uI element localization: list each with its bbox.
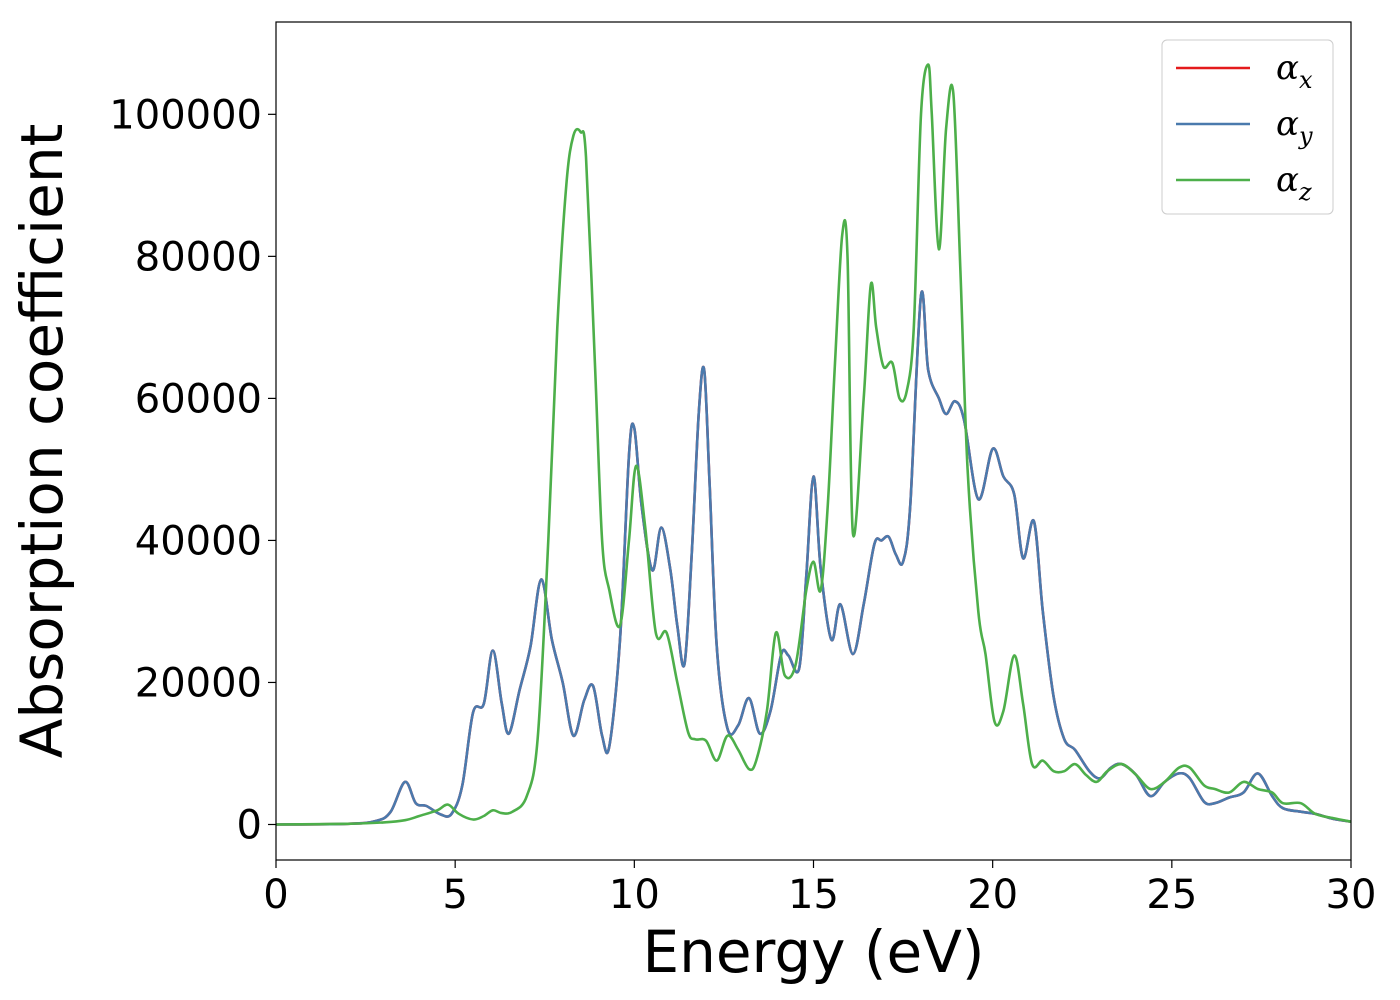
- y-tick-label: 20000: [135, 660, 262, 706]
- y-tick-label: 100000: [109, 92, 262, 138]
- x-axis-label: Energy (eV): [642, 918, 984, 986]
- y-tick-label: 0: [237, 802, 262, 848]
- y-tick-label: 40000: [135, 518, 262, 564]
- y-axis: 0 20000 40000 60000 80000 100000: [109, 92, 276, 848]
- x-tick-label: 20: [967, 872, 1018, 918]
- x-tick-label: 5: [442, 872, 467, 918]
- y-tick-label: 80000: [135, 234, 262, 280]
- x-tick-label: 25: [1146, 872, 1197, 918]
- series-layer: [275, 63, 1352, 826]
- x-tick-label: 0: [263, 872, 288, 918]
- series-line-z: [275, 63, 1352, 826]
- y-axis-label: Absorption coefficient: [8, 124, 76, 759]
- y-tick-label: 60000: [135, 376, 262, 422]
- x-axis: 0 5 10 15 20 25 30: [263, 860, 1376, 918]
- x-tick-label: 30: [1326, 872, 1377, 918]
- legend-box: [1161, 39, 1334, 215]
- x-tick-label: 10: [609, 872, 660, 918]
- x-tick-label: 15: [788, 872, 839, 918]
